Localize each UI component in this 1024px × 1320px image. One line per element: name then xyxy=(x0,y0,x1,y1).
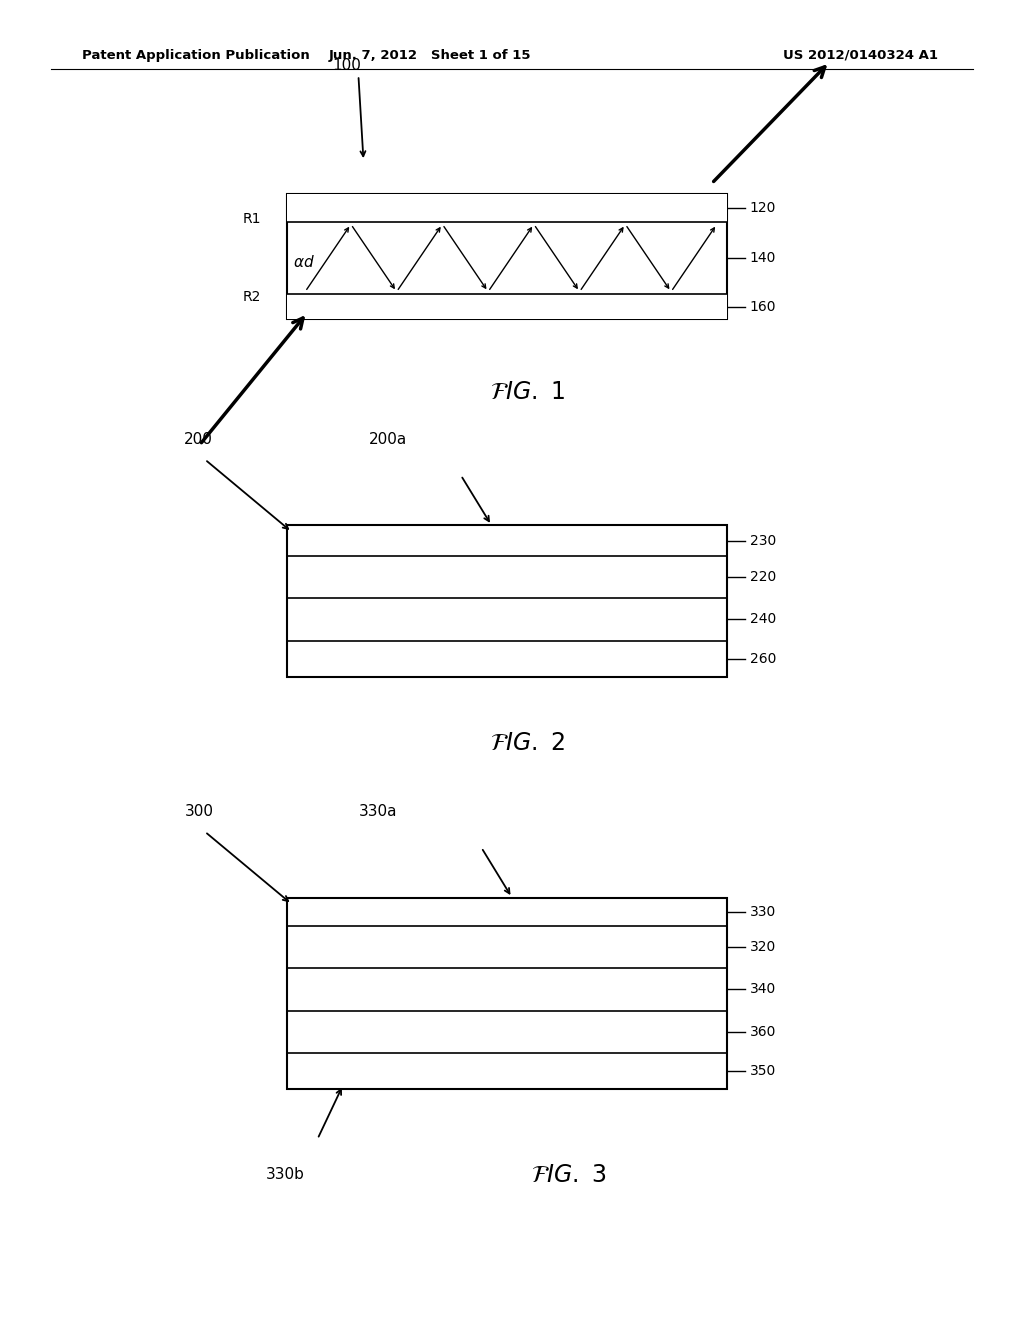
Text: 200: 200 xyxy=(184,432,213,447)
Text: 330a: 330a xyxy=(358,804,397,820)
Text: 320: 320 xyxy=(750,940,776,954)
Text: 330: 330 xyxy=(750,906,776,919)
Text: $\mathcal{F}IG.\ 3$: $\mathcal{F}IG.\ 3$ xyxy=(530,1163,606,1187)
Text: R1: R1 xyxy=(243,213,261,226)
Bar xyxy=(287,194,727,222)
Text: US 2012/0140324 A1: US 2012/0140324 A1 xyxy=(782,49,938,62)
Text: $\mathcal{F}IG.\ 2$: $\mathcal{F}IG.\ 2$ xyxy=(489,731,565,755)
Bar xyxy=(287,898,727,1089)
Text: R2: R2 xyxy=(243,290,261,304)
Text: $\alpha d$: $\alpha d$ xyxy=(293,253,314,271)
Text: 260: 260 xyxy=(750,652,776,667)
Text: 300: 300 xyxy=(184,804,213,820)
Text: 230: 230 xyxy=(750,533,776,548)
Text: Patent Application Publication: Patent Application Publication xyxy=(82,49,309,62)
Text: 120: 120 xyxy=(750,201,776,215)
Text: 220: 220 xyxy=(750,570,776,583)
Text: 160: 160 xyxy=(750,300,776,314)
Bar xyxy=(287,525,727,677)
Text: 360: 360 xyxy=(750,1024,776,1039)
Text: Jun. 7, 2012   Sheet 1 of 15: Jun. 7, 2012 Sheet 1 of 15 xyxy=(329,49,531,62)
Bar xyxy=(287,194,727,319)
Text: 330b: 330b xyxy=(266,1167,305,1183)
Text: 200a: 200a xyxy=(369,432,407,447)
Text: 340: 340 xyxy=(750,982,776,997)
Text: $\mathcal{F}IG.\ 1$: $\mathcal{F}IG.\ 1$ xyxy=(489,380,565,404)
Bar xyxy=(287,294,727,319)
Text: 350: 350 xyxy=(750,1064,776,1078)
Text: 100: 100 xyxy=(333,58,361,74)
Text: 140: 140 xyxy=(750,251,776,265)
Text: 240: 240 xyxy=(750,612,776,627)
